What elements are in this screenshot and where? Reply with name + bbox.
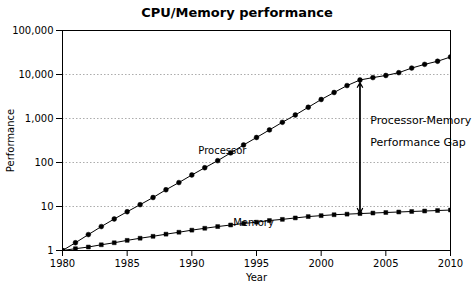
svg-text:1985: 1985 xyxy=(114,258,139,269)
svg-text:2000: 2000 xyxy=(308,258,333,269)
svg-text:Performance Gap: Performance Gap xyxy=(370,136,465,149)
svg-text:Memory: Memory xyxy=(233,217,274,228)
html-text:CPU/Memory performance: CPU/Memory performance xyxy=(141,5,333,20)
svg-text:Processor-Memory: Processor-Memory xyxy=(370,114,471,127)
svg-text:100: 100 xyxy=(34,157,53,168)
svg-text:1995: 1995 xyxy=(244,258,269,269)
svg-text:10: 10 xyxy=(41,201,54,212)
svg-text:2010: 2010 xyxy=(438,258,463,269)
svg-text:Processor: Processor xyxy=(198,145,247,156)
svg-text:1: 1 xyxy=(47,245,53,256)
svg-text:100,000: 100,000 xyxy=(12,25,53,36)
svg-text:Performance: Performance xyxy=(5,109,16,172)
svg-text:Year: Year xyxy=(245,272,268,283)
svg-text:10,000: 10,000 xyxy=(19,69,54,80)
svg-text:1980: 1980 xyxy=(50,258,75,269)
svg-text:2005: 2005 xyxy=(373,258,398,269)
svg-text:1,000: 1,000 xyxy=(25,113,54,124)
svg-text:1990: 1990 xyxy=(179,258,204,269)
